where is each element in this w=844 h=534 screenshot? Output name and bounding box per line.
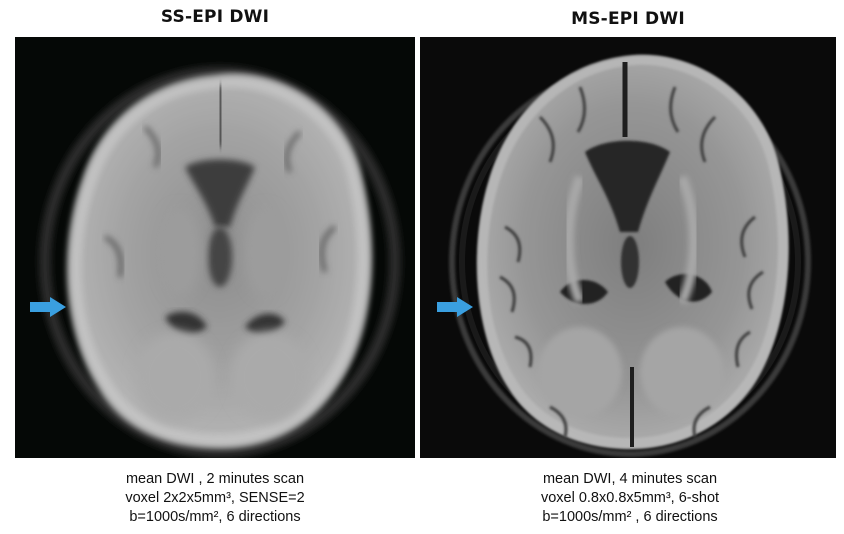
left-caption: mean DWI , 2 minutes scan voxel 2x2x5mm³… [15, 470, 415, 527]
right-caption: mean DWI, 4 minutes scan voxel 0.8x0.8x5… [430, 470, 830, 527]
right-panel-title: MS-EPI DWI [571, 9, 685, 29]
right-caption-line1: mean DWI, 4 minutes scan [542, 471, 718, 487]
left-caption-line3: b=1000s/mm², 6 directions [129, 509, 301, 525]
arrow-right-icon [30, 297, 66, 317]
left-caption-line2: voxel 2x2x5mm³, SENSE=2 [125, 490, 305, 506]
left-caption-line1: mean DWI , 2 minutes scan [125, 471, 305, 487]
ms-epi-dwi-image [420, 37, 836, 458]
left-panel-title: SS-EPI DWI [160, 7, 270, 27]
right-caption-line3: b=1000s/mm² , 6 directions [542, 509, 718, 525]
arrow-right-icon [437, 297, 473, 317]
ss-epi-dwi-image [15, 37, 415, 458]
right-caption-line2: voxel 0.8x0.8x5mm³, 6-shot [540, 490, 720, 506]
